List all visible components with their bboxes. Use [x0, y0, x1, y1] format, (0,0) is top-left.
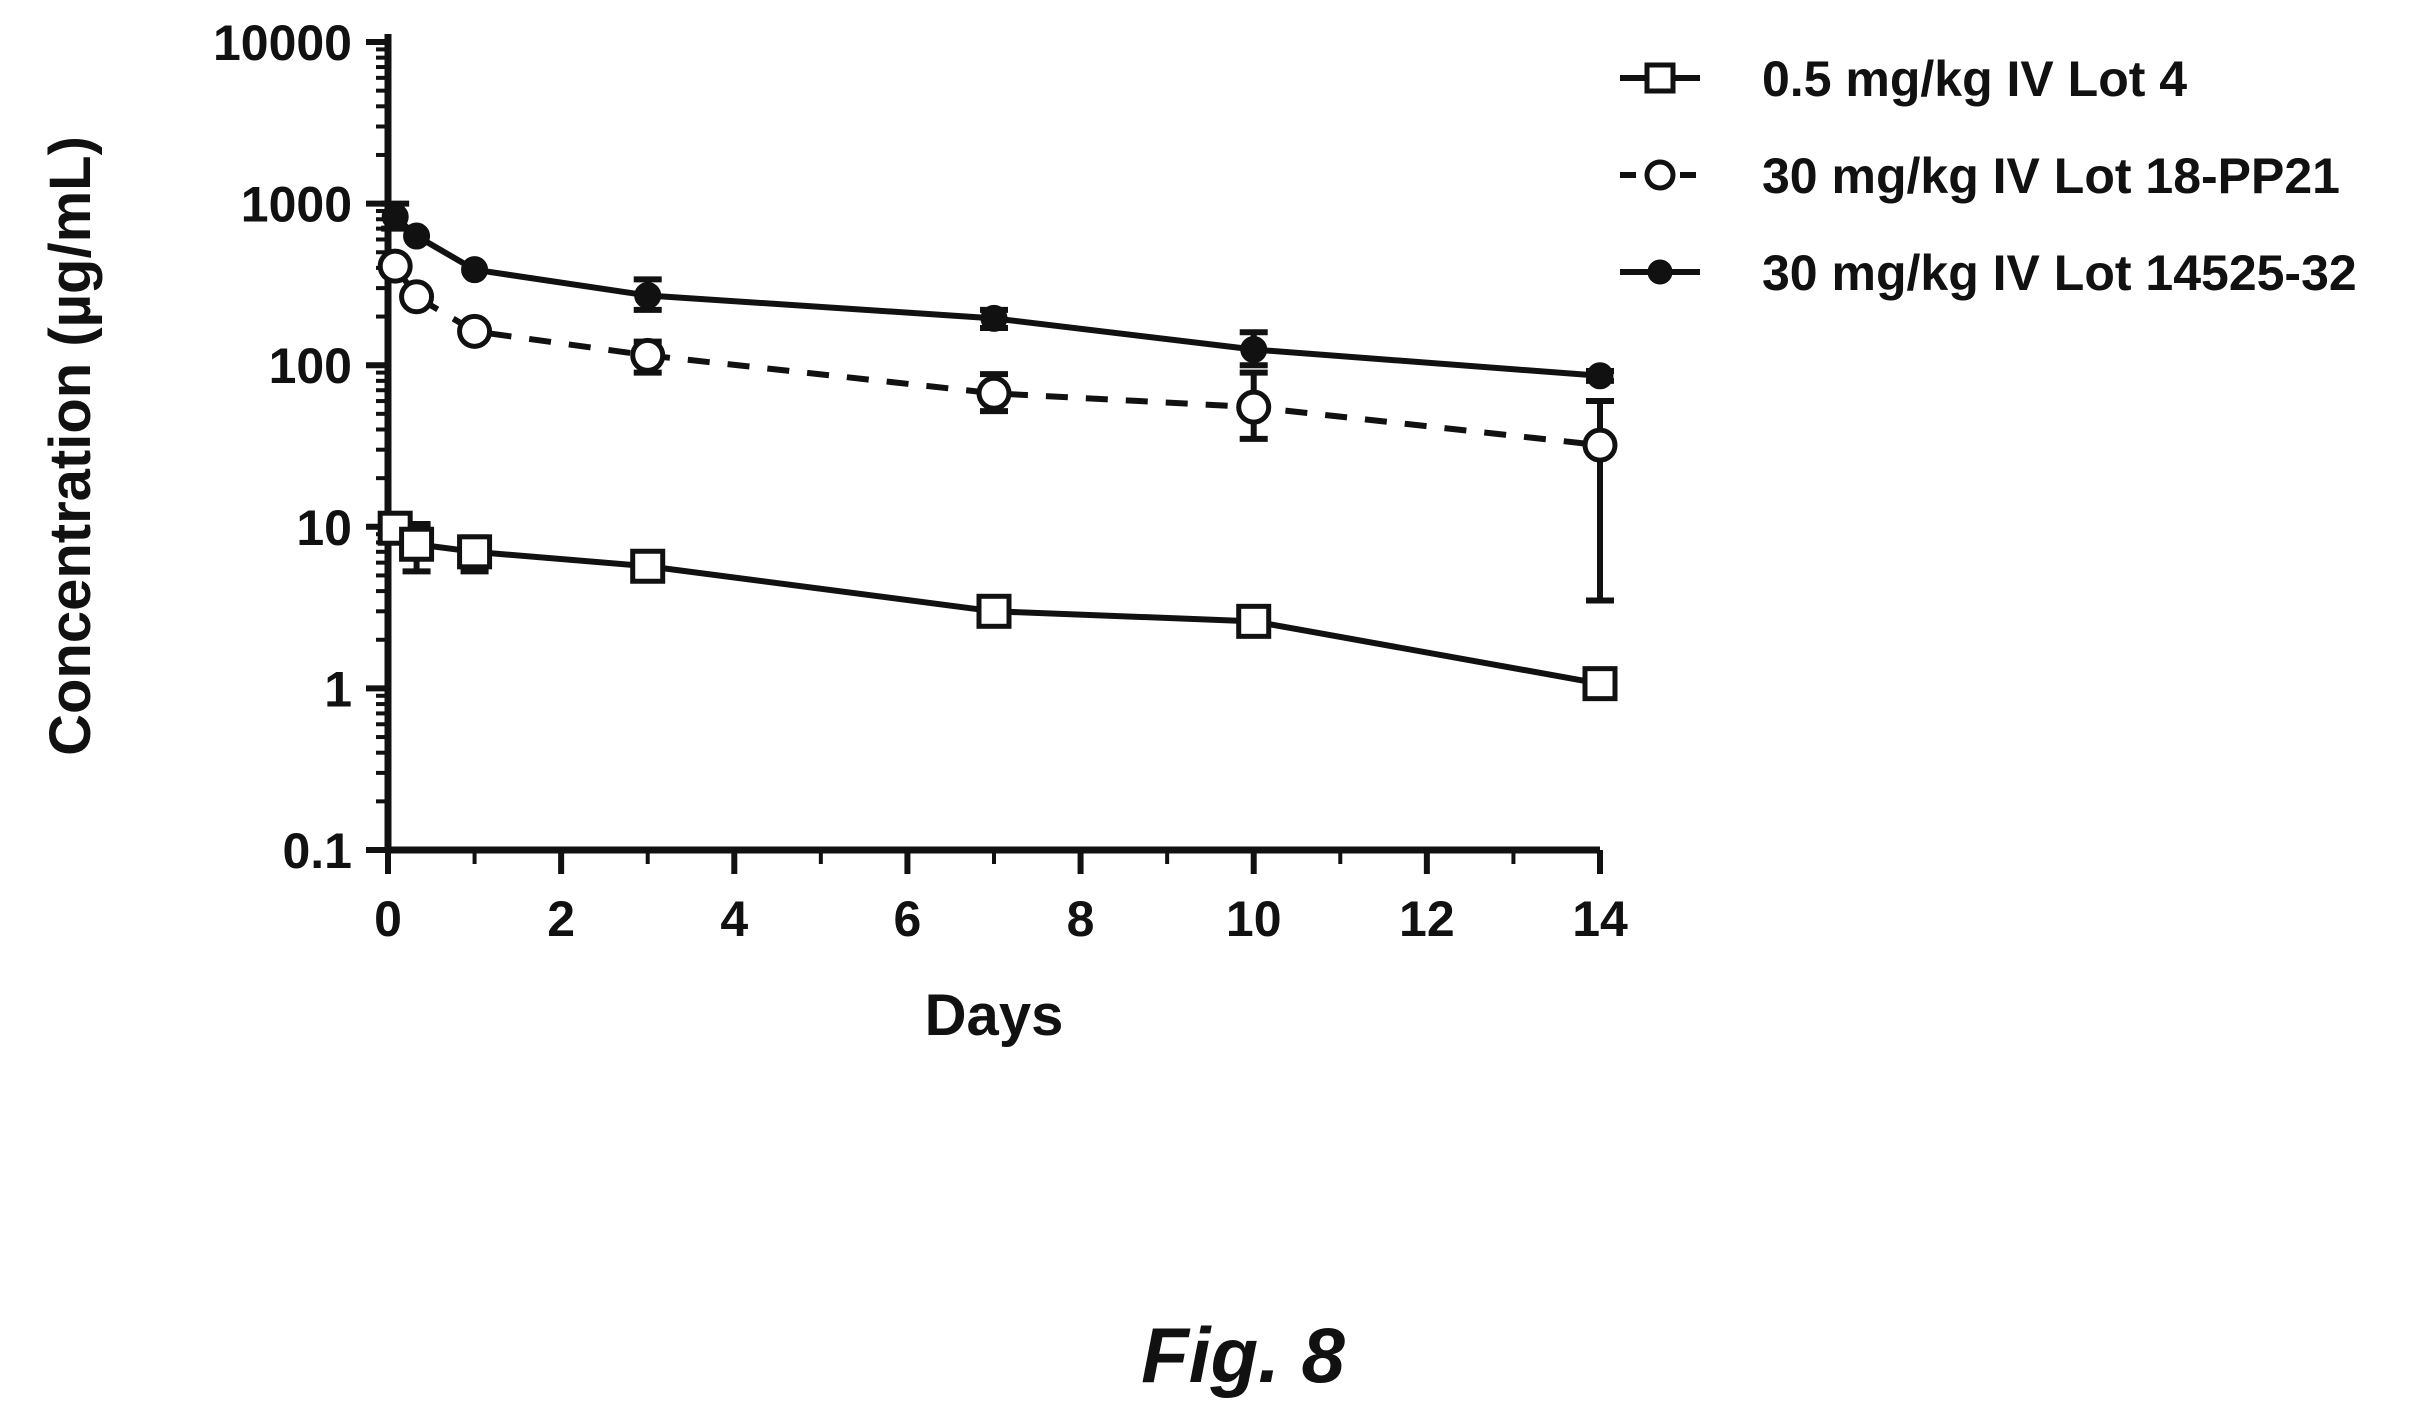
data-point [381, 203, 409, 231]
legend-marker [1644, 159, 1676, 191]
legend-item: 30 mg/kg IV Lot 18-PP21 [1620, 148, 2340, 204]
series-layer [377, 200, 1618, 702]
legend-label: 30 mg/kg IV Lot 18-PP21 [1762, 148, 2340, 204]
series-2 [381, 200, 1614, 390]
data-point [630, 337, 666, 373]
x-tick-label: 2 [547, 891, 575, 947]
x-tick-label: 14 [1572, 891, 1628, 947]
y-tick-label: 1 [324, 661, 352, 717]
legend: 0.5 mg/kg IV Lot 4 30 mg/kg IV Lot 18-PP2… [1620, 51, 2357, 301]
y-tick-label: 100 [269, 338, 352, 394]
x-tick-label: 8 [1067, 891, 1095, 947]
data-point [1582, 427, 1618, 463]
data-point [634, 281, 662, 309]
data-point [980, 304, 1008, 332]
legend-marker [1647, 259, 1673, 285]
data-point [461, 256, 489, 284]
data-point [457, 534, 493, 570]
x-axis-title: Days [925, 983, 1064, 1048]
data-point [399, 526, 435, 562]
legend-label: 0.5 mg/kg IV Lot 4 [1762, 51, 2187, 107]
x-tick-label: 4 [720, 891, 748, 947]
x-tick-label: 0 [374, 891, 402, 947]
axes: 0.1 1 10 100 1000 10000 0 2 4 6 8 10 12 14 [213, 15, 1628, 947]
legend-marker [1644, 62, 1676, 94]
data-point [976, 593, 1012, 629]
data-point [457, 313, 493, 349]
data-point [630, 548, 666, 584]
legend-label: 30 mg/kg IV Lot 14525-32 [1762, 245, 2357, 301]
data-point [399, 279, 435, 315]
data-point [1586, 362, 1614, 390]
data-point [1240, 336, 1268, 364]
x-tick-label: 12 [1399, 891, 1455, 947]
series-line [393, 214, 1601, 379]
x-tick-label: 10 [1226, 891, 1282, 947]
y-axis-title: Concentration (µg/mL) [38, 136, 103, 756]
legend-item: 0.5 mg/kg IV Lot 4 [1620, 51, 2187, 107]
series-0 [377, 510, 1618, 702]
data-point [1236, 389, 1272, 425]
data-point [403, 222, 431, 250]
data-point [1582, 666, 1618, 702]
y-tick-label: 0.1 [282, 823, 352, 879]
y-tick-label: 1000 [241, 177, 352, 233]
series-1 [377, 248, 1618, 604]
y-tick-label: 10000 [213, 15, 352, 71]
y-tick-label: 10 [296, 500, 352, 556]
legend-item: 30 mg/kg IV Lot 14525-32 [1620, 245, 2357, 301]
series-line [392, 264, 1601, 449]
data-point [377, 248, 413, 284]
data-point [976, 375, 1012, 411]
x-tick-label: 6 [894, 891, 922, 947]
data-point [1236, 603, 1272, 639]
figure-caption: Fig. 8 [1141, 1311, 1345, 1399]
